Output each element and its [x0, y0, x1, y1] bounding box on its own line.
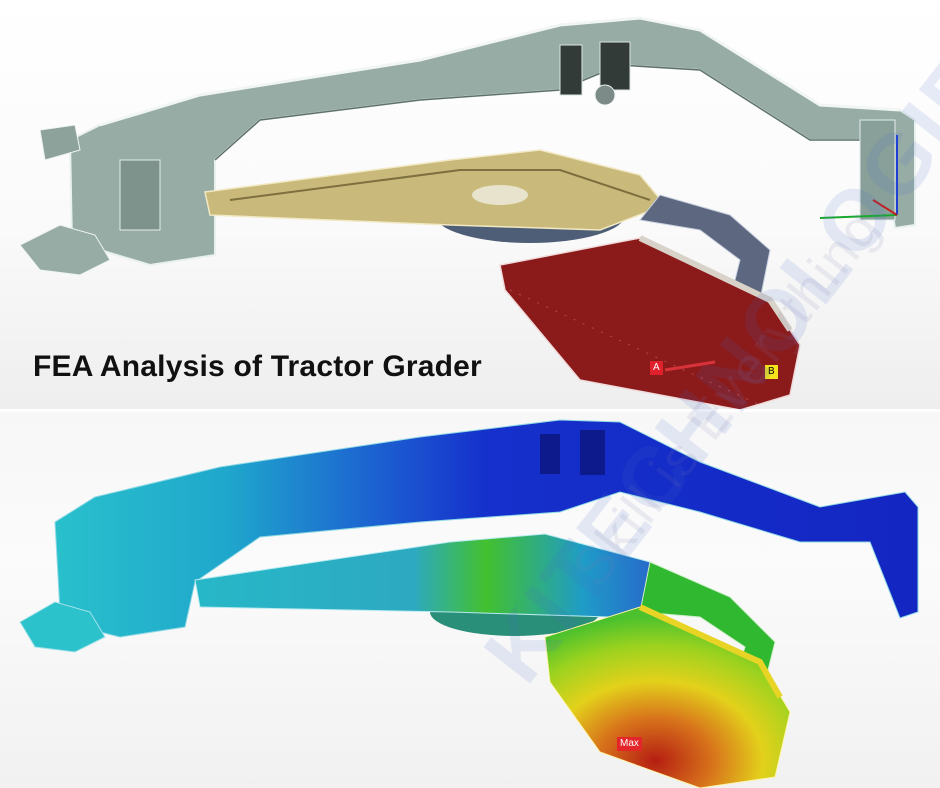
panel-divider	[0, 409, 940, 413]
support-marker-b: B	[765, 365, 778, 379]
frame-lug-left	[559, 44, 583, 96]
page-title: FEA Analysis of Tractor Grader	[33, 350, 482, 383]
drawbar	[204, 149, 667, 231]
fea-result-panel: Max	[0, 412, 940, 788]
front-mount	[19, 224, 111, 276]
main-frame-contour	[54, 419, 919, 638]
grader-geometry-illustration	[19, 16, 916, 411]
frame-lug-right	[599, 41, 631, 91]
model-geometry-panel: FEA Analysis of Tractor Grader A B	[0, 0, 940, 412]
max-stress-marker: Max	[617, 737, 642, 751]
stress-contour-illustration	[19, 419, 919, 788]
load-marker-a: A	[650, 361, 663, 375]
